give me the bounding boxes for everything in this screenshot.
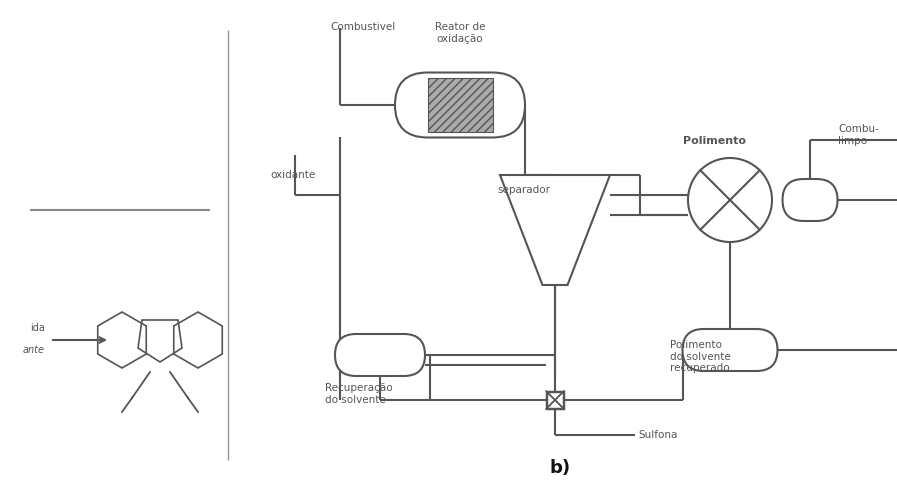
Polygon shape — [500, 175, 610, 285]
Text: Reator de
oxidação: Reator de oxidação — [435, 22, 485, 44]
Text: separador: separador — [497, 185, 550, 195]
Circle shape — [688, 158, 772, 242]
Text: ante: ante — [23, 345, 45, 355]
Bar — [428, 78, 492, 132]
Text: Polimento
do solvente
recuperado: Polimento do solvente recuperado — [670, 340, 731, 373]
Bar — [546, 391, 564, 409]
Text: Combustivel: Combustivel — [330, 22, 396, 32]
Text: ida: ida — [30, 323, 45, 333]
Text: Sulfona: Sulfona — [638, 430, 677, 440]
FancyBboxPatch shape — [335, 334, 425, 376]
Text: oxidante: oxidante — [270, 170, 315, 180]
FancyBboxPatch shape — [683, 329, 778, 371]
Text: Combu-
limpo: Combu- limpo — [838, 124, 879, 146]
Text: Recuperação
do solvente: Recuperação do solvente — [325, 383, 393, 405]
FancyBboxPatch shape — [782, 179, 838, 221]
FancyBboxPatch shape — [395, 73, 525, 138]
Bar — [547, 392, 563, 408]
Text: Polimento: Polimento — [684, 136, 746, 146]
Text: b): b) — [550, 459, 570, 477]
